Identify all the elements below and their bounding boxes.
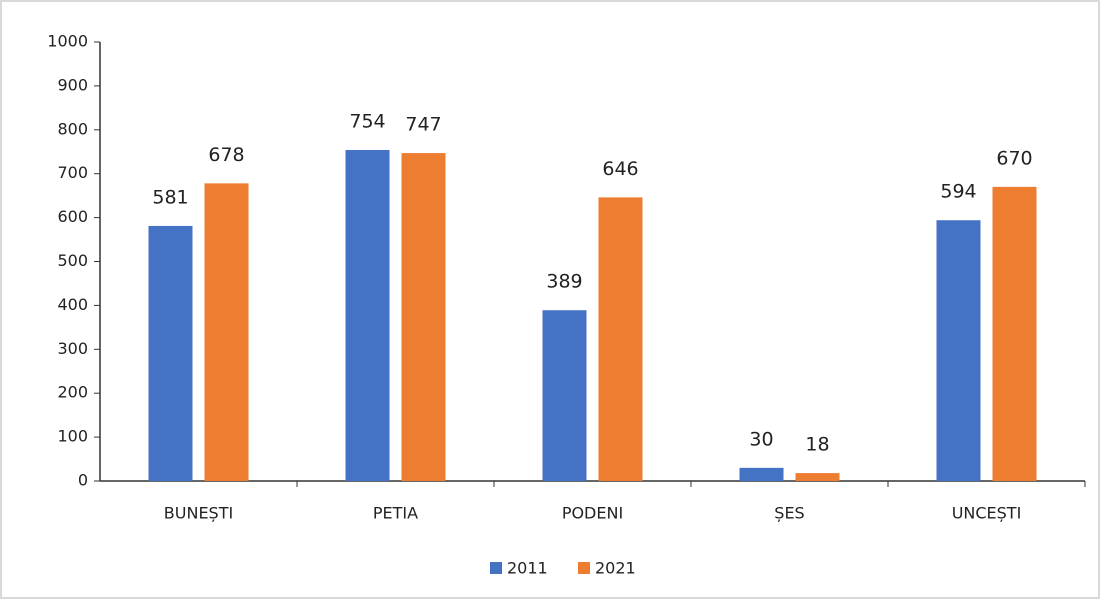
bar [795, 473, 840, 481]
x-tick-label: PETIA [373, 504, 418, 523]
x-tick-label: PODENI [562, 504, 623, 523]
data-label: 747 [405, 114, 441, 136]
data-label: 670 [996, 147, 1032, 169]
y-tick-label: 900 [57, 75, 88, 94]
bar [598, 197, 643, 481]
y-tick-label: 300 [57, 339, 88, 358]
y-tick-label: 1000 [47, 32, 88, 51]
data-label: 389 [546, 271, 582, 293]
y-tick-label: 200 [57, 383, 88, 402]
x-tick-label: UNCEȘTI [952, 504, 1022, 523]
legend-label: 2011 [507, 559, 548, 578]
y-tick-label: 500 [57, 251, 88, 270]
bar [542, 310, 587, 481]
y-tick-label: 600 [57, 207, 88, 226]
data-label: 646 [602, 158, 638, 180]
data-label: 678 [208, 144, 244, 166]
legend-label: 2021 [595, 559, 636, 578]
data-label: 30 [749, 428, 773, 450]
y-tick-label: 0 [78, 471, 88, 490]
bar [739, 467, 784, 481]
bar [148, 225, 193, 481]
y-tick-label: 100 [57, 427, 88, 446]
bar [992, 186, 1037, 481]
bar [401, 153, 446, 481]
data-label: 18 [805, 434, 829, 456]
y-tick-label: 700 [57, 163, 88, 182]
data-label: 594 [940, 181, 976, 203]
y-tick-label: 400 [57, 295, 88, 314]
bar [936, 220, 981, 481]
x-tick-label: ȘES [774, 504, 804, 523]
data-label: 581 [152, 186, 188, 208]
bar [345, 149, 390, 481]
bar [204, 183, 249, 481]
y-tick-label: 800 [57, 119, 88, 138]
x-tick-label: BUNEȘTI [164, 504, 233, 523]
legend-swatch [578, 562, 590, 574]
data-label: 754 [349, 110, 385, 132]
legend-swatch [490, 562, 502, 574]
